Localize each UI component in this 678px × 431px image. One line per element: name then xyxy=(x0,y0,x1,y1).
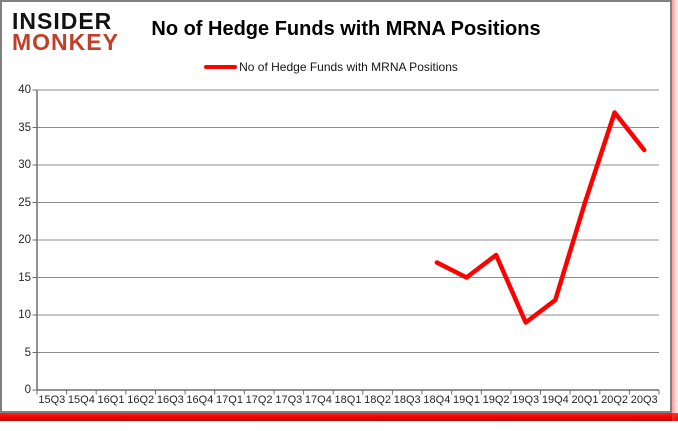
x-axis-label: 16Q4 xyxy=(186,394,214,406)
y-axis-label: 30 xyxy=(18,159,31,171)
red-accent-bar-bottom xyxy=(0,413,678,421)
x-axis-label: 17Q4 xyxy=(304,394,332,406)
y-axis-label: 40 xyxy=(18,84,31,96)
x-axis-label: 15Q4 xyxy=(67,394,95,406)
x-axis-label: 16Q3 xyxy=(156,394,184,406)
x-axis-label: 20Q3 xyxy=(630,394,658,406)
x-axis-label: 16Q1 xyxy=(97,394,125,406)
x-axis-label: 19Q2 xyxy=(482,394,510,406)
y-axis-label: 10 xyxy=(18,309,31,321)
x-axis-label: 19Q3 xyxy=(512,394,540,406)
y-axis-label: 0 xyxy=(24,384,31,396)
legend: No of Hedge Funds with MRNA Positions xyxy=(2,60,660,74)
logo-text-insider: INSIDER xyxy=(12,8,113,34)
red-accent-glow-right xyxy=(672,0,678,421)
x-axis-label: 15Q3 xyxy=(38,394,66,406)
series-line xyxy=(434,110,647,325)
x-axis-label: 19Q4 xyxy=(541,394,569,406)
x-axis-label: 19Q1 xyxy=(453,394,480,406)
y-axis-label: 20 xyxy=(18,234,31,246)
legend-label: No of Hedge Funds with MRNA Positions xyxy=(239,60,458,74)
legend-line-swatch xyxy=(204,65,238,69)
y-axis-label: 35 xyxy=(18,121,31,134)
y-axis-label: 15 xyxy=(18,271,31,284)
logo-text-monkey: MONKEY xyxy=(12,29,119,56)
x-axis-label: 17Q1 xyxy=(216,394,243,406)
x-axis-label: 16Q2 xyxy=(127,394,155,406)
x-axis-label: 20Q1 xyxy=(571,394,599,406)
x-axis-label: 17Q3 xyxy=(275,394,303,406)
chart-card: INSIDER MONKEY No of Hedge Funds with MR… xyxy=(0,0,672,413)
x-axis-label: 17Q2 xyxy=(245,394,273,406)
y-axis-label: 5 xyxy=(24,346,31,359)
x-axis-label: 18Q2 xyxy=(364,394,392,406)
insider-monkey-logo: INSIDER MONKEY xyxy=(12,8,119,56)
x-axis-label: 20Q2 xyxy=(601,394,629,406)
x-axis-label: 18Q4 xyxy=(423,394,451,406)
x-axis-label: 18Q3 xyxy=(393,394,421,406)
x-axis-label: 18Q1 xyxy=(334,394,362,406)
chart-title: No of Hedge Funds with MRNA Positions xyxy=(151,18,541,40)
y-axis-label: 25 xyxy=(18,196,31,209)
